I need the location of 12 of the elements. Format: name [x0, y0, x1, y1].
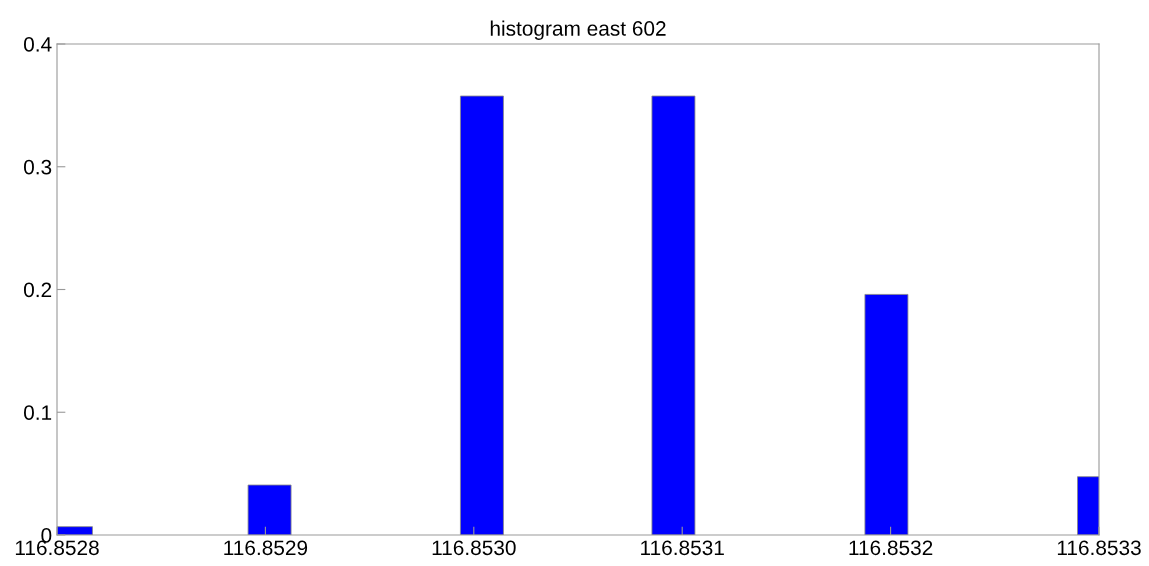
y-tick-label: 0.1 — [23, 405, 52, 420]
bar — [864, 293, 909, 535]
x-tick-label: 116.8531 — [641, 540, 724, 556]
x-tick-label: 116.8533 — [1057, 540, 1141, 556]
x-tick-label: 116.8532 — [849, 540, 933, 556]
x-tick-label: 116.8529 — [224, 540, 308, 556]
y-tick-label: 0.3 — [23, 159, 52, 175]
y-tick-label: 0.4 — [23, 37, 52, 52]
x-tick-label: 116.8530 — [432, 540, 516, 556]
bar — [460, 95, 504, 535]
y-tick-label: 0.2 — [23, 282, 52, 298]
chart-title: histogram east 602 — [490, 20, 666, 40]
